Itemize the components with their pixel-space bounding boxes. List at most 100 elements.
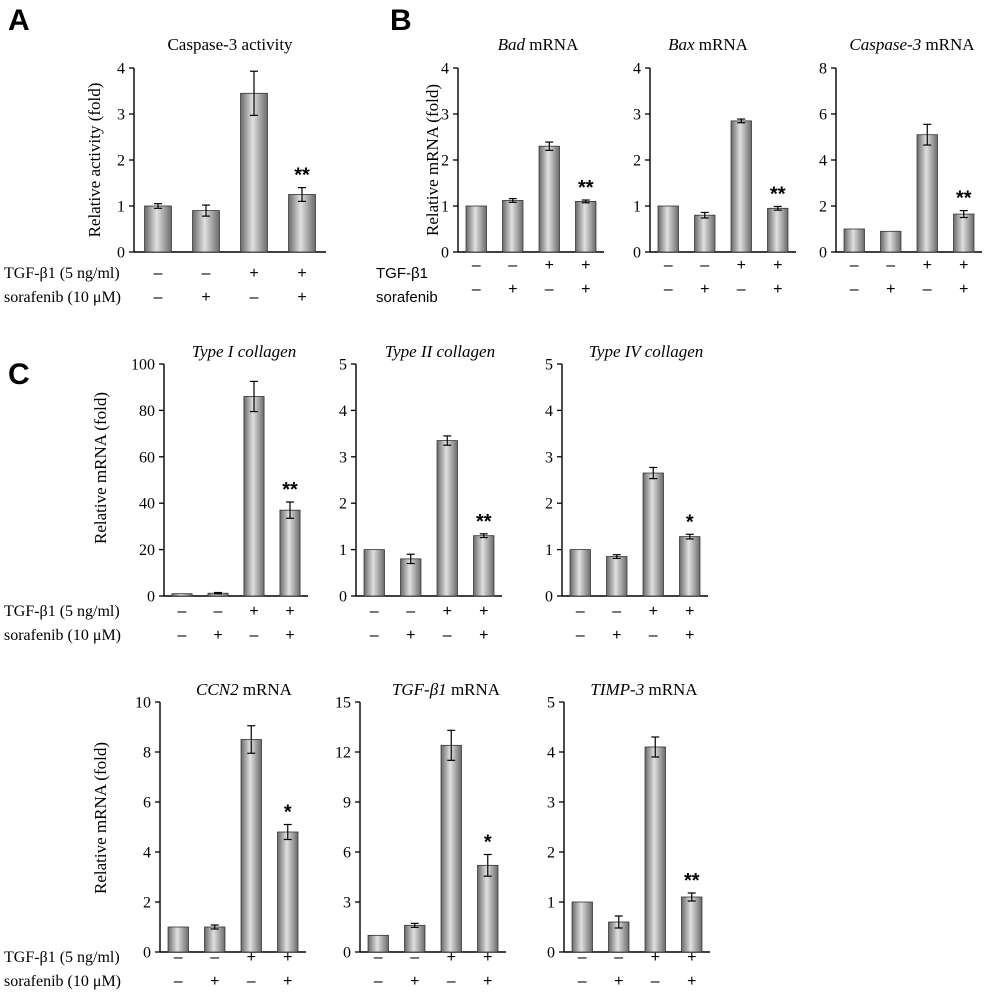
y-tick-label: 3 (441, 107, 449, 124)
y-tick-label: 6 (143, 795, 151, 812)
y-tick-label: 0 (343, 945, 351, 962)
bar (694, 214, 716, 253)
sorafenib-sign: + (406, 627, 415, 644)
sorafenib-sign: + (479, 627, 488, 644)
y-tick-label: 4 (545, 403, 553, 420)
y-tick-label: 0 (633, 245, 641, 262)
sorafenib-sign: + (959, 281, 968, 298)
tgf-sign: – (410, 949, 419, 966)
bar (644, 746, 666, 953)
y-tick-label: 60 (139, 449, 155, 466)
tgf-sign: – (614, 949, 623, 966)
tgf-sign: – (886, 257, 895, 274)
chart-b3: 0 2 4 6 8 Caspase-3 mRNA – – – + + – ** + + (819, 35, 982, 298)
y-tick-label: 2 (339, 496, 347, 513)
row-sorafenib-label-c-bottom: sorafenib (10 μM) (4, 973, 121, 990)
row-tgf-label-c-bottom: TGF-β1 (5 ng/ml) (4, 949, 120, 966)
tgf-sign: + (737, 257, 746, 274)
tgf-sign: – (850, 257, 859, 274)
sorafenib-sign: + (210, 973, 219, 990)
y-tick-label: 2 (819, 199, 827, 216)
row-tgf-label-c-top: TGF-β1 (5 ng/ml) (4, 603, 120, 620)
y-tick-label: 3 (633, 107, 641, 124)
row-sorafenib-label-b: sorafenib (376, 289, 438, 306)
sorafenib-sign: – (545, 281, 554, 298)
bar (192, 210, 220, 253)
bar (404, 924, 426, 953)
bar (571, 901, 593, 953)
y-tick-label: 4 (547, 745, 555, 762)
bar (240, 92, 268, 253)
y-tick-label: 0 (547, 945, 555, 962)
y-tick-label: 0 (339, 589, 347, 606)
sorafenib-sign: – (923, 281, 932, 298)
tgf-sign: + (685, 603, 694, 620)
tgf-sign: – (202, 265, 211, 282)
sorafenib-sign: – (472, 281, 481, 298)
row-tgf-label-a: TGF-β1 (5 ng/ml) (4, 265, 120, 282)
bar (279, 509, 301, 597)
sorafenib-sign: + (886, 281, 895, 298)
y-tick-label: 1 (547, 895, 555, 912)
y-tick-label: 80 (139, 403, 155, 420)
bar (642, 472, 664, 597)
tgf-sign: + (247, 949, 256, 966)
y-tick-label: 2 (545, 496, 553, 513)
significance-marker: ** (684, 870, 700, 892)
y-tick-label: 1 (545, 542, 553, 559)
tgf-sign: – (578, 949, 587, 966)
bar (243, 396, 265, 597)
chart-title: Type I collagen (192, 342, 296, 361)
bar (730, 120, 752, 253)
panel-label-b: B (390, 4, 412, 37)
y-tick-label: 4 (441, 61, 449, 78)
sorafenib-sign: + (508, 281, 517, 298)
sorafenib-sign: – (737, 281, 746, 298)
chart-title: Caspase-3 activity (167, 35, 293, 54)
bar (953, 213, 975, 253)
bar (880, 230, 902, 253)
tgf-sign: – (700, 257, 709, 274)
y-tick-label: 3 (117, 107, 125, 124)
significance-marker: * (284, 802, 292, 824)
y-tick-label: 0 (117, 245, 125, 262)
y-tick-label: 1 (441, 199, 449, 216)
y-axis-label: Relative activity (fold) (85, 83, 104, 238)
tgf-sign: – (374, 949, 383, 966)
chart-panels: 0 1 2 3 4 Caspase-3 activity Relative activity… (85, 35, 982, 990)
chart-c4: 0 2 4 6 8 10 CCN2 mRNA Relative mRNA (fold) – – – +… (91, 680, 306, 990)
significance-marker: ** (294, 165, 310, 187)
tgf-sign: + (443, 603, 452, 620)
tgf-sign: – (154, 265, 163, 282)
bar (681, 896, 703, 953)
chart-c2: 0 1 2 3 4 5 Type II collagen – – – + + – ** + + (339, 342, 502, 644)
sorafenib-sign: + (283, 973, 292, 990)
tgf-sign: – (472, 257, 481, 274)
y-tick-label: 4 (819, 153, 827, 170)
y-tick-label: 0 (545, 589, 553, 606)
bar (606, 556, 628, 597)
significance-marker: ** (578, 177, 594, 199)
y-tick-label: 0 (441, 245, 449, 262)
y-tick-label: 0 (147, 589, 155, 606)
bar (473, 535, 495, 597)
sorafenib-sign: + (700, 281, 709, 298)
sorafenib-sign: – (370, 627, 379, 644)
chart-title: Type IV collagen (589, 342, 704, 361)
y-tick-label: 5 (339, 357, 347, 374)
chart-title: Bax mRNA (668, 35, 749, 54)
sorafenib-sign: – (154, 289, 163, 306)
bar (436, 440, 458, 597)
sorafenib-sign: + (410, 973, 419, 990)
panel-label-a: A (8, 4, 30, 37)
chart-b2: 0 1 2 3 4 Bax mRNA – – – + + – ** + + (633, 35, 796, 298)
sorafenib-sign: – (664, 281, 673, 298)
bar (843, 228, 865, 253)
tgf-sign: + (773, 257, 782, 274)
sorafenib-sign: + (687, 973, 696, 990)
y-tick-label: 2 (547, 845, 555, 862)
bar (288, 194, 316, 253)
chart-a1: 0 1 2 3 4 Caspase-3 activity Relative activity… (85, 35, 326, 306)
sorafenib-sign: + (614, 973, 623, 990)
